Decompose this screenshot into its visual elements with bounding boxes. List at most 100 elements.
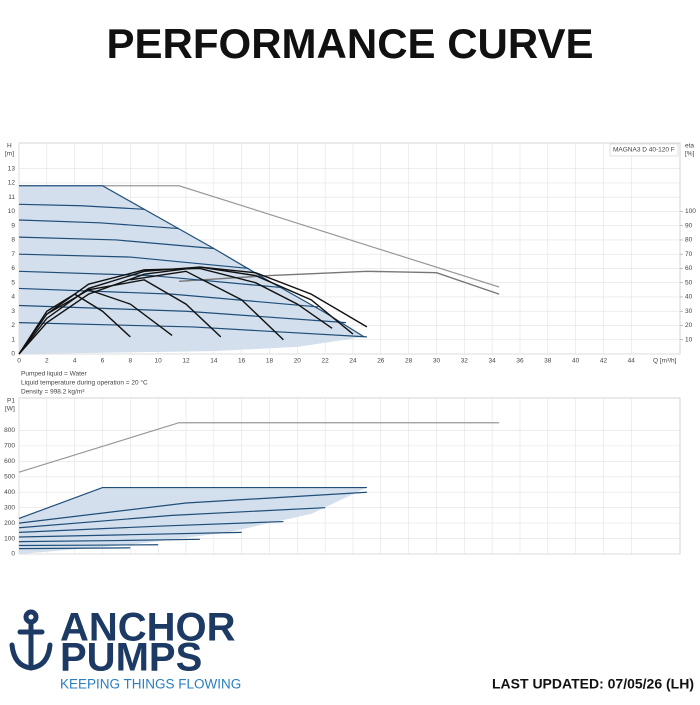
note: Density = 998.2 kg/m³: [21, 389, 85, 396]
curve: [18, 304, 347, 324]
y-axis-unit: [W]: [5, 406, 15, 413]
y-tick-label: 5: [11, 279, 15, 286]
y-tick-label: 600: [4, 458, 15, 465]
curve: [18, 253, 249, 270]
y-tick-label: 0: [11, 351, 15, 358]
area: [19, 185, 365, 354]
y-tick-label: 3: [11, 308, 15, 315]
x-tick-label: 44: [628, 358, 636, 365]
y-tick-label: 0: [11, 551, 15, 558]
y-tick-label: 1: [11, 336, 15, 343]
y-tick-label: 12: [8, 180, 16, 187]
y2-tick-label: 30: [685, 308, 693, 315]
x-tick-label: 42: [600, 358, 608, 365]
curve: [178, 270, 500, 295]
curve: [18, 267, 333, 355]
curve: [18, 322, 367, 338]
curve: [46, 289, 173, 337]
tagline: KEEPING THINGS FLOWING: [60, 677, 241, 692]
y-tick-label: 11: [8, 194, 15, 201]
x-tick-label: 24: [349, 358, 357, 365]
x-tick-label: 8: [129, 358, 133, 365]
y-tick-label: 800: [4, 427, 15, 434]
y-axis-label: H: [7, 143, 12, 150]
area: [19, 487, 367, 554]
x-tick-label: 16: [238, 358, 246, 365]
y-tick-label: 500: [4, 473, 15, 480]
curve: [18, 486, 367, 520]
x-tick-label: 20: [294, 358, 302, 365]
note: Liquid temperature during operation = 20…: [21, 379, 148, 387]
x-tick-label: 40: [572, 358, 580, 365]
x-tick-label: 10: [155, 358, 163, 365]
x-tick-label: 38: [544, 358, 552, 365]
last-updated: LAST UPDATED: 07/05/26 (LH): [492, 676, 694, 692]
y-tick-label: 200: [4, 520, 15, 527]
y2-tick-label: 70: [685, 251, 693, 258]
curve: [18, 538, 200, 543]
model-annotation: MAGNA3 D 40-120 F: [613, 147, 675, 154]
curve: [18, 266, 368, 355]
curve: [18, 219, 180, 230]
x-tick-label: 2: [45, 358, 49, 365]
y-axis-label: P1: [7, 398, 15, 405]
x-tick-label: 32: [461, 358, 469, 365]
y-tick-label: 300: [4, 504, 15, 511]
curve: [18, 293, 131, 355]
x-axis-label: Q [m³/h]: [653, 358, 677, 365]
x-tick-label: 34: [489, 358, 497, 365]
y2-tick-label: 40: [685, 294, 693, 301]
curve: [18, 547, 131, 550]
y-tick-label: 9: [11, 222, 15, 229]
x-tick-label: 12: [182, 358, 190, 365]
y-tick-label: 6: [11, 265, 15, 272]
y2-axis-unit: [%]: [685, 151, 695, 158]
x-tick-label: 4: [73, 358, 77, 365]
y2-tick-label: 60: [685, 265, 693, 272]
x-tick-label: 22: [322, 358, 330, 365]
curve: [18, 422, 500, 473]
y2-tick-label: 80: [685, 237, 693, 244]
brand-name: ANCHOR: [60, 606, 236, 650]
curve: [102, 185, 500, 288]
curve: [18, 270, 284, 289]
curve: [18, 544, 159, 547]
curve: [88, 279, 222, 338]
y-tick-label: 700: [4, 443, 15, 450]
brand-name: PUMPS: [60, 636, 202, 680]
x-tick-label: 18: [266, 358, 274, 365]
y-tick-label: 13: [8, 165, 16, 172]
y2-tick-label: 10: [685, 336, 693, 343]
x-tick-label: 14: [210, 358, 218, 365]
x-tick-label: 28: [405, 358, 413, 365]
y2-tick-label: 20: [685, 322, 693, 329]
x-tick-label: 36: [516, 358, 524, 365]
curve: [18, 287, 319, 308]
y-axis-unit: [m]: [5, 151, 14, 158]
curve: [18, 531, 242, 538]
y-tick-label: 7: [11, 251, 15, 258]
y2-tick-label: 50: [685, 279, 693, 286]
curve: [18, 203, 145, 210]
annotation-box: [609, 143, 679, 157]
y-tick-label: 2: [11, 322, 15, 329]
y2-tick-label: 100: [685, 208, 696, 215]
x-tick-label: 30: [433, 358, 441, 365]
curve: [18, 520, 284, 533]
y-tick-label: 100: [4, 535, 15, 542]
x-tick-label: 6: [101, 358, 105, 365]
x-tick-label: 26: [377, 358, 385, 365]
curve: [130, 270, 284, 341]
curve: [18, 507, 326, 529]
x-tick-label: 0: [17, 358, 21, 365]
curve: [18, 491, 367, 524]
note: Pumped liquid = Water: [21, 371, 88, 378]
curve: [18, 236, 214, 250]
y-tick-label: 8: [11, 237, 15, 244]
y-tick-label: 4: [11, 294, 15, 301]
page-title: PERFORMANCE CURVE: [107, 20, 594, 67]
logo-icon: [9, 609, 53, 671]
y2-tick-label: 90: [685, 222, 693, 229]
y-tick-label: 10: [8, 208, 16, 215]
